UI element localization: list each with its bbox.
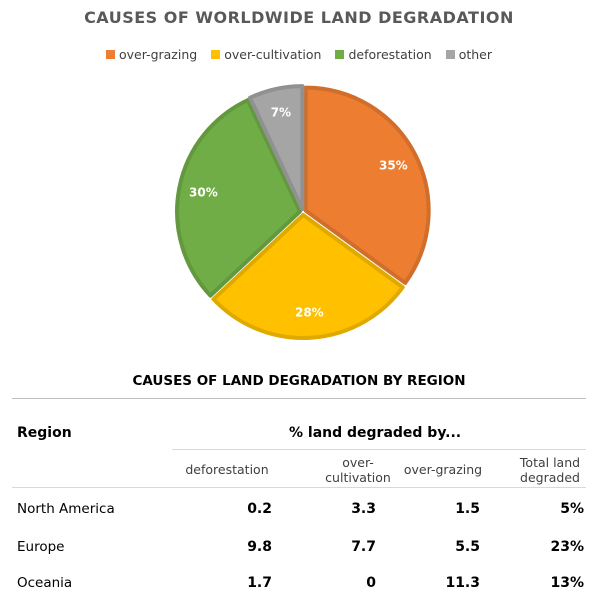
legend-item-deforestation: deforestation <box>335 47 432 62</box>
row-region: Oceania <box>17 575 73 591</box>
cell-value: 5% <box>560 501 584 517</box>
col-over-grazing: over-grazing <box>403 462 483 477</box>
pie-slice-other <box>247 84 305 212</box>
pie-slice-over-cultivation <box>211 212 405 340</box>
legend-swatch <box>335 50 345 59</box>
cell-value: 1.7 <box>247 575 272 591</box>
cell-value: 0.2 <box>247 501 272 517</box>
legend-item-other: other <box>445 47 492 62</box>
legend-label: over-grazing <box>118 47 198 62</box>
legend-label: deforestation <box>348 47 432 62</box>
legend-label: over-cultivation <box>224 47 322 62</box>
header-rule <box>172 449 586 450</box>
cell-value: 23% <box>550 539 584 555</box>
legend-swatch <box>105 50 115 59</box>
pie-data-label: 7% <box>271 106 291 120</box>
legend-item-over-grazing: over-grazing <box>105 47 198 62</box>
header-group: % land degraded by... <box>289 425 462 441</box>
pie-data-label: 35% <box>379 158 408 172</box>
header-region: Region <box>17 425 72 441</box>
legend-swatch <box>211 50 221 59</box>
subheader-rule <box>12 487 586 488</box>
legend-label: other <box>458 47 492 62</box>
cell-value: 0 <box>366 575 376 591</box>
pie-slice-over-grazing <box>303 85 431 285</box>
col-total: Total land degraded <box>519 455 581 485</box>
cell-value: 13% <box>550 575 584 591</box>
pie-legend: over-grazing over-cultivation deforestat… <box>0 47 598 62</box>
pie-slice-deforestation <box>175 98 303 298</box>
legend-swatch <box>445 50 455 59</box>
col-over-cultivation: over-cultivation <box>325 455 391 485</box>
table-top-rule <box>12 398 586 399</box>
cell-value: 11.3 <box>445 575 480 591</box>
legend-item-over-cultivation: over-cultivation <box>211 47 321 62</box>
cell-value: 1.5 <box>455 501 480 517</box>
cell-value: 9.8 <box>247 539 272 555</box>
table-title: CAUSES OF LAND DEGRADATION BY REGION <box>132 373 466 389</box>
cell-value: 7.7 <box>351 539 376 555</box>
cell-value: 5.5 <box>455 539 480 555</box>
row-region: North America <box>17 501 115 517</box>
col-deforestation: deforestation <box>185 462 269 477</box>
cell-value: 3.3 <box>351 501 376 517</box>
pie-data-label: 30% <box>189 185 218 199</box>
pie-chart-title: CAUSES OF WORLDWIDE LAND DEGRADATION <box>84 8 514 27</box>
pie-data-label: 28% <box>295 306 324 320</box>
pie-chart: 35% 28% 30% 7% <box>175 84 431 340</box>
row-region: Europe <box>17 539 65 555</box>
